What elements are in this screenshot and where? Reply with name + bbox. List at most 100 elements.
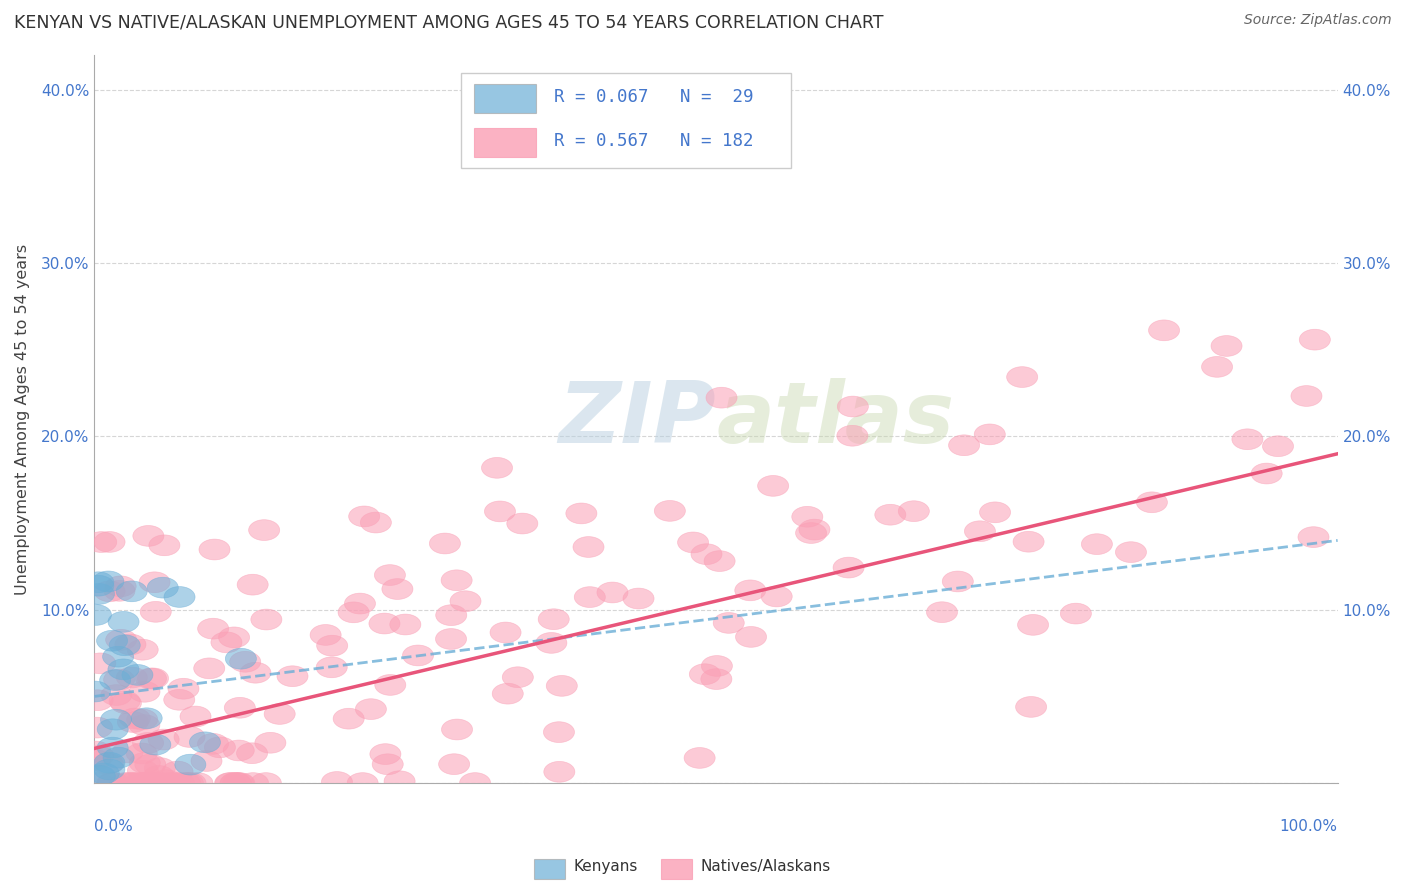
- Ellipse shape: [796, 523, 827, 543]
- Ellipse shape: [225, 648, 256, 669]
- Ellipse shape: [135, 668, 166, 689]
- Ellipse shape: [148, 729, 179, 750]
- Ellipse shape: [80, 749, 111, 770]
- Ellipse shape: [174, 772, 207, 794]
- Ellipse shape: [1263, 436, 1294, 457]
- Ellipse shape: [337, 602, 370, 623]
- Ellipse shape: [685, 747, 716, 768]
- Ellipse shape: [141, 601, 172, 623]
- Ellipse shape: [506, 513, 538, 534]
- Ellipse shape: [100, 670, 131, 690]
- Ellipse shape: [799, 519, 830, 540]
- Ellipse shape: [93, 571, 124, 591]
- Ellipse shape: [149, 535, 180, 556]
- Ellipse shape: [97, 772, 128, 794]
- Ellipse shape: [254, 732, 285, 753]
- Ellipse shape: [174, 727, 205, 747]
- Ellipse shape: [1015, 697, 1046, 717]
- Ellipse shape: [148, 577, 179, 598]
- Ellipse shape: [450, 591, 481, 612]
- Ellipse shape: [949, 435, 980, 456]
- Ellipse shape: [264, 704, 295, 724]
- Ellipse shape: [143, 765, 174, 787]
- Ellipse shape: [436, 629, 467, 649]
- Ellipse shape: [1211, 335, 1241, 357]
- Text: 100.0%: 100.0%: [1279, 820, 1337, 834]
- Ellipse shape: [384, 771, 415, 791]
- Ellipse shape: [713, 613, 744, 633]
- Ellipse shape: [316, 635, 347, 657]
- Ellipse shape: [110, 635, 141, 656]
- Ellipse shape: [492, 683, 523, 704]
- Ellipse shape: [94, 581, 125, 602]
- Ellipse shape: [370, 744, 401, 764]
- Ellipse shape: [117, 581, 148, 602]
- Ellipse shape: [93, 754, 124, 774]
- Ellipse shape: [97, 772, 128, 794]
- Ellipse shape: [117, 772, 148, 794]
- Ellipse shape: [375, 674, 406, 696]
- Ellipse shape: [838, 396, 869, 417]
- Ellipse shape: [574, 537, 605, 558]
- Ellipse shape: [104, 581, 135, 601]
- Ellipse shape: [194, 658, 225, 679]
- Ellipse shape: [225, 698, 256, 718]
- Ellipse shape: [174, 755, 205, 775]
- Ellipse shape: [311, 624, 342, 645]
- Ellipse shape: [124, 772, 155, 794]
- Ellipse shape: [146, 772, 177, 794]
- Ellipse shape: [250, 609, 281, 630]
- Ellipse shape: [347, 772, 378, 794]
- Ellipse shape: [129, 772, 160, 794]
- Ellipse shape: [145, 757, 176, 779]
- Ellipse shape: [163, 772, 194, 794]
- Ellipse shape: [1202, 357, 1233, 377]
- Ellipse shape: [898, 500, 929, 522]
- Ellipse shape: [974, 424, 1005, 445]
- Ellipse shape: [277, 665, 308, 687]
- Ellipse shape: [153, 772, 186, 794]
- Ellipse shape: [83, 572, 114, 592]
- Ellipse shape: [485, 501, 516, 522]
- Ellipse shape: [1291, 385, 1322, 407]
- Ellipse shape: [84, 765, 115, 787]
- Ellipse shape: [238, 574, 269, 595]
- Ellipse shape: [1060, 603, 1091, 624]
- Ellipse shape: [1251, 463, 1282, 484]
- Ellipse shape: [211, 632, 242, 653]
- FancyBboxPatch shape: [474, 84, 536, 113]
- Ellipse shape: [735, 626, 766, 648]
- Ellipse shape: [758, 475, 789, 496]
- Ellipse shape: [439, 754, 470, 774]
- Ellipse shape: [83, 583, 114, 605]
- Ellipse shape: [1136, 491, 1167, 513]
- Text: ZIP: ZIP: [558, 377, 716, 460]
- Ellipse shape: [150, 770, 181, 790]
- Ellipse shape: [441, 570, 472, 591]
- Ellipse shape: [127, 743, 157, 764]
- Ellipse shape: [832, 558, 865, 578]
- Ellipse shape: [654, 500, 685, 521]
- Ellipse shape: [173, 772, 204, 794]
- Ellipse shape: [139, 572, 170, 592]
- Ellipse shape: [132, 525, 165, 546]
- Ellipse shape: [229, 651, 260, 673]
- Ellipse shape: [105, 630, 136, 650]
- Ellipse shape: [215, 772, 246, 794]
- Ellipse shape: [115, 634, 146, 655]
- Ellipse shape: [349, 506, 380, 527]
- Ellipse shape: [105, 576, 136, 597]
- Ellipse shape: [204, 737, 235, 757]
- Ellipse shape: [131, 708, 162, 729]
- Ellipse shape: [1232, 429, 1263, 450]
- Ellipse shape: [139, 734, 172, 755]
- Ellipse shape: [103, 647, 134, 667]
- Ellipse shape: [117, 712, 149, 732]
- Text: Kenyans: Kenyans: [574, 859, 638, 873]
- Ellipse shape: [344, 593, 375, 614]
- Ellipse shape: [80, 741, 111, 762]
- Ellipse shape: [190, 732, 221, 753]
- Ellipse shape: [94, 532, 125, 552]
- Ellipse shape: [83, 746, 114, 766]
- Ellipse shape: [197, 733, 229, 755]
